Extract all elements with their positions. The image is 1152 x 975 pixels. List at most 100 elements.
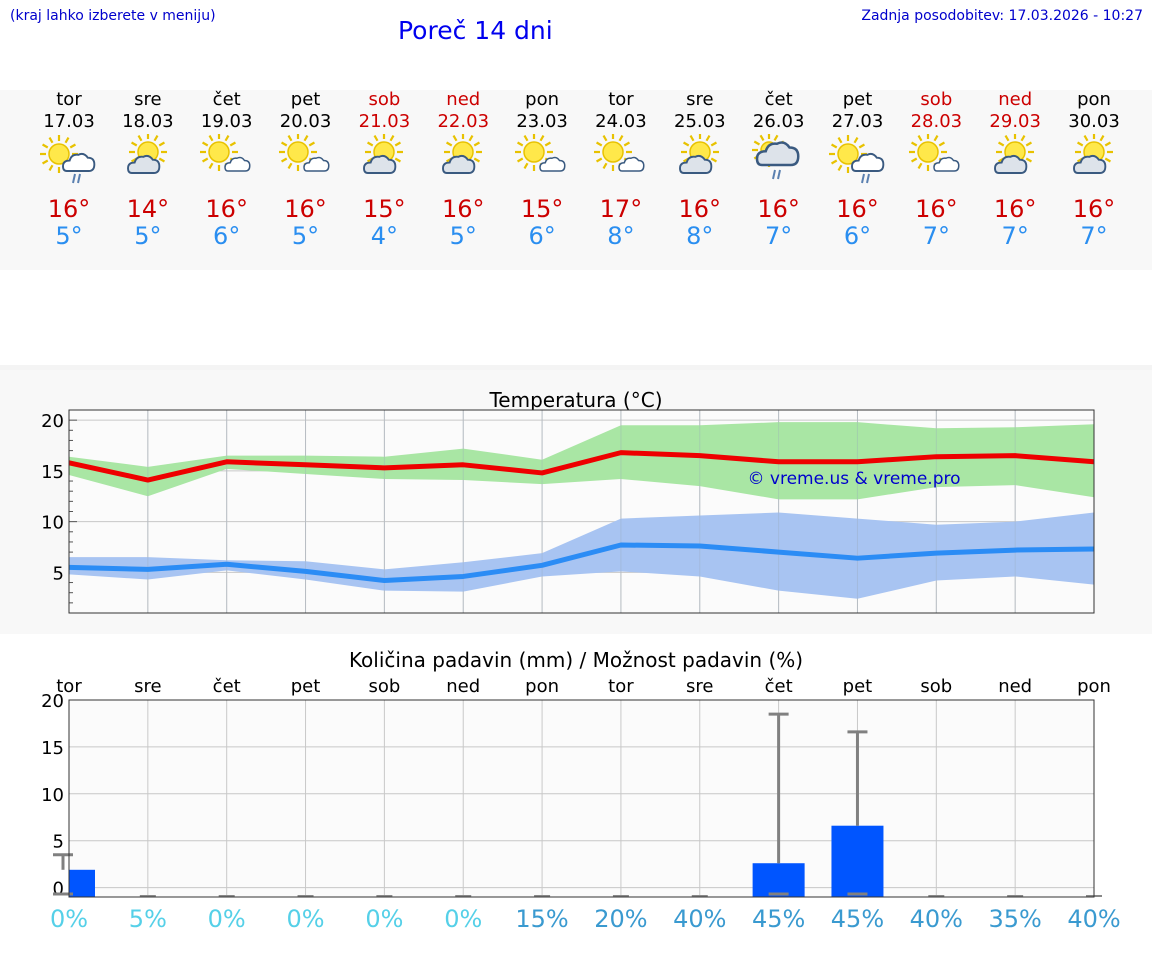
sun-small-cloud-icon <box>187 134 267 190</box>
precipitation-probability: 0% <box>50 905 88 933</box>
day-forecast: sre 18.03 14° 5° <box>108 89 188 251</box>
min-temperature: 8° <box>686 222 714 250</box>
precipitation-bar <box>69 869 95 897</box>
min-temperature: 6° <box>528 222 556 250</box>
day-name: ned <box>446 89 481 110</box>
precipitation-probability: 35% <box>988 905 1041 933</box>
day-label: sob <box>368 676 400 697</box>
sun-cloud-rain-icon <box>29 134 109 190</box>
y-tick-label: 5 <box>53 832 64 853</box>
y-tick-label: 10 <box>41 785 64 806</box>
day-label: tor <box>56 676 82 697</box>
day-name: čet <box>764 89 793 110</box>
min-temperature: 7° <box>922 222 950 250</box>
plot-area <box>69 700 1094 897</box>
day-forecast: sre 25.03 16° 8° <box>660 89 740 251</box>
day-date: 26.03 <box>752 111 805 132</box>
sun-small-cloud-icon <box>896 134 976 190</box>
precipitation-probability: 45% <box>831 905 884 933</box>
max-temperature: 16° <box>915 195 958 223</box>
day-name: pon <box>525 89 560 110</box>
plot-frame <box>68 409 1095 614</box>
y-tick-label: 15 <box>41 738 64 759</box>
day-name: tor <box>56 89 82 110</box>
separator <box>0 365 1152 370</box>
watermark: © vreme.us & vreme.pro <box>747 469 960 489</box>
day-name: pet <box>290 89 321 110</box>
day-forecast: sob 21.03 15° 4° <box>344 89 424 251</box>
y-tick-label: 0 <box>53 879 64 900</box>
max-temperature: 15° <box>520 195 564 223</box>
min-temperature: 6° <box>213 222 241 250</box>
precipitation-probability: 40% <box>1067 905 1120 933</box>
day-name: čet <box>212 89 241 110</box>
max-temperature: 16° <box>441 195 485 223</box>
max-temperature: 15° <box>363 195 406 223</box>
precipitation-probability: 0% <box>444 905 482 933</box>
min-temperature: 5° <box>55 222 83 250</box>
sun-cloud-icon <box>1054 134 1134 190</box>
day-forecast: tor 17.03 16° 5° <box>29 90 109 250</box>
min-temperature-line <box>68 542 1095 584</box>
day-date: 21.03 <box>358 111 411 132</box>
min-temperature: 7° <box>765 222 793 250</box>
day-date: 18.03 <box>122 111 174 132</box>
day-forecast: čet 26.03 16° 7° <box>739 90 819 250</box>
max-temperature: 17° <box>599 195 643 223</box>
day-date: 30.03 <box>1068 111 1120 132</box>
day-name: tor <box>608 89 634 110</box>
precipitation-chart-panel: Količina padavin (mm) / Možnost padavin … <box>0 634 1152 936</box>
day-forecast: pet 27.03 16° 6° <box>818 90 898 250</box>
day-forecast: sob 28.03 16° 7° <box>896 90 976 250</box>
day-date: 24.03 <box>595 111 647 132</box>
cloud-sun-rain-icon <box>739 134 819 190</box>
day-label: čet <box>213 676 241 697</box>
temperature-chart-panel: Temperatura (°C) 5 10 15 20 © vreme.us & vre… <box>0 370 1152 634</box>
day-label: sob <box>920 676 952 697</box>
day-forecast: ned 22.03 16° 5° <box>423 89 503 251</box>
day-label: pet <box>843 676 873 697</box>
max-temperature: 14° <box>126 195 170 223</box>
day-date: 20.03 <box>279 111 332 132</box>
precipitation-chart-title: Količina padavin (mm) / Možnost padavin … <box>348 648 804 672</box>
day-name: sob <box>920 89 953 110</box>
day-name: sre <box>134 89 162 110</box>
precipitation-probability: 40% <box>910 905 963 933</box>
day-name: sre <box>686 89 714 110</box>
min-temperature: 7° <box>1080 222 1108 250</box>
day-label: čet <box>765 676 793 697</box>
precipitation-bar <box>831 825 884 897</box>
temperature-chart: 5 10 15 20 © vreme.us & vreme.pro <box>41 409 1095 614</box>
day-forecast: pon 23.03 15° 6° <box>502 90 582 250</box>
sun-cloud-rain-icon <box>818 134 898 190</box>
day-date: 28.03 <box>910 111 963 132</box>
day-label: pon <box>1077 676 1111 697</box>
day-forecast: tor 24.03 17° 8° <box>581 90 661 250</box>
max-temperature: 16° <box>205 195 248 223</box>
min-temperature: 5° <box>134 222 162 250</box>
day-name: sob <box>368 89 401 110</box>
y-tick-label: 20 <box>41 411 64 432</box>
day-date: 29.03 <box>989 111 1041 132</box>
day-forecast: ned 29.03 16° 7° <box>975 89 1055 251</box>
y-tick-label: 10 <box>41 513 64 534</box>
max-temperature: 16° <box>284 195 327 223</box>
location-hint: (kraj lahko izberete v meniju) <box>10 8 216 24</box>
max-temperature: 16° <box>993 195 1037 223</box>
sun-cloud-icon <box>108 134 188 190</box>
sun-cloud-icon <box>975 134 1055 190</box>
min-temperature: 4° <box>370 222 399 250</box>
max-temperature: 16° <box>836 195 879 223</box>
y-tick-label: 20 <box>41 691 64 712</box>
precipitation-probability: 45% <box>752 905 805 933</box>
day-label: sre <box>686 676 713 697</box>
last-update: Zadnja posodobitev: 17.03.2026 - 10:27 <box>861 8 1143 24</box>
day-date: 22.03 <box>437 111 490 132</box>
precipitation-probability: 0% <box>365 905 403 933</box>
day-name: ned <box>998 89 1033 110</box>
day-date: 17.03 <box>43 111 95 132</box>
day-date: 27.03 <box>831 111 884 132</box>
day-label: sre <box>134 676 161 697</box>
sun-cloud-icon <box>344 134 424 190</box>
